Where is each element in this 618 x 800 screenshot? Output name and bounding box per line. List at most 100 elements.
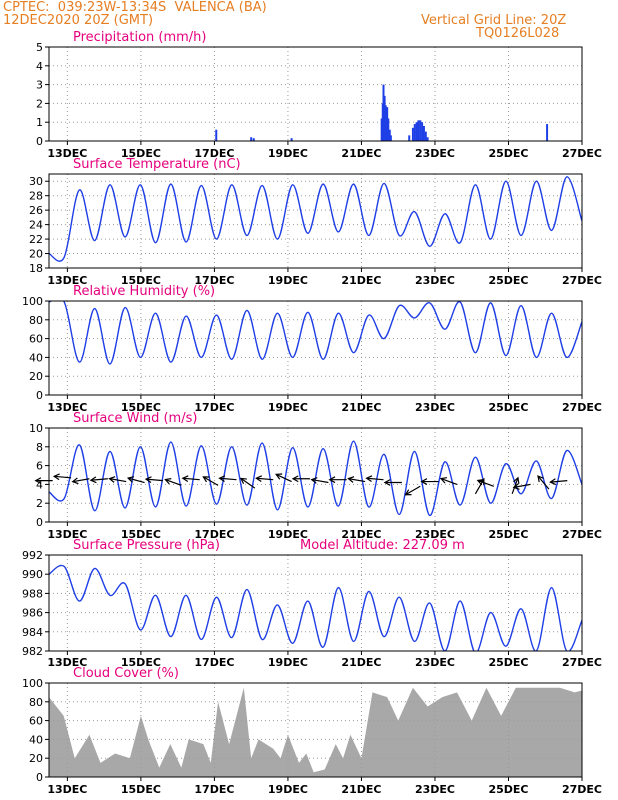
- x-tick-label: 27DEC: [562, 147, 602, 160]
- y-tick-label: 990: [22, 568, 43, 581]
- datetime-header: 12DEC2020 20Z (GMT): [3, 13, 154, 28]
- wind-arrow-shaft: [256, 477, 274, 481]
- wind-arrow-shaft: [311, 478, 329, 484]
- wind-arrow-shaft: [240, 477, 256, 489]
- y-tick-label: 986: [22, 607, 43, 620]
- y-tick-label: 0: [36, 389, 43, 402]
- precip-bar: [250, 137, 253, 141]
- y-tick-label: 30: [29, 175, 43, 188]
- x-tick-label: 19DEC: [268, 274, 308, 287]
- precip-bar: [424, 131, 427, 141]
- x-tick-label: 15DEC: [121, 656, 161, 669]
- precip-bar: [413, 124, 416, 141]
- wind-arrow-shaft: [513, 483, 531, 488]
- wind-arrow-head: [537, 475, 544, 483]
- x-tick-label: 13DEC: [47, 656, 87, 669]
- y-tick-label: 24: [29, 219, 43, 232]
- precip-bar: [380, 118, 383, 141]
- x-tick-label: 19DEC: [268, 528, 308, 541]
- x-tick-label: 15DEC: [121, 401, 161, 414]
- x-tick-label: 19DEC: [268, 147, 308, 160]
- series-line: [49, 176, 582, 262]
- wind-arrow-head: [328, 476, 336, 484]
- wind-arrow-head: [164, 478, 172, 485]
- y-tick-label: 40: [29, 733, 43, 746]
- x-tick-label: 21DEC: [341, 147, 381, 160]
- wind-arrow-shaft: [477, 479, 494, 487]
- y-tick-label: 80: [29, 314, 43, 327]
- panel-frame: [48, 300, 583, 396]
- panel-frame: [48, 173, 583, 269]
- wind-arrow-head: [549, 478, 557, 486]
- panel-title: Relative Humidity (%): [73, 284, 215, 299]
- wind-arrow-head: [383, 479, 391, 486]
- precip-bar: [383, 95, 386, 141]
- precip-bar: [411, 127, 414, 141]
- precip-bar: [408, 135, 411, 141]
- panel-frame: [48, 46, 583, 142]
- precip-bar: [252, 138, 255, 141]
- series-line: [49, 301, 582, 365]
- precip-bar: [417, 120, 420, 141]
- x-tick-label: 25DEC: [488, 147, 528, 160]
- series-line: [49, 440, 582, 517]
- y-tick-label: 10: [29, 422, 43, 435]
- panel-title: Surface Pressure (hPa): [73, 538, 220, 553]
- y-tick-label: 984: [22, 626, 43, 639]
- wind-arrow-head: [275, 473, 283, 480]
- wind-arrow-head: [365, 475, 373, 483]
- y-tick-label: 2: [36, 497, 43, 510]
- wind-arrow-shaft: [90, 478, 108, 481]
- wind-arrow-head: [144, 476, 152, 483]
- x-tick-label: 23DEC: [415, 656, 455, 669]
- wind-arrow-head: [52, 473, 60, 481]
- x-tick-label: 21DEC: [341, 401, 381, 414]
- precip-bar: [384, 105, 387, 141]
- x-tick-label: 23DEC: [415, 401, 455, 414]
- panel-title: Cloud Cover (%): [73, 666, 179, 681]
- y-tick-label: 982: [22, 645, 43, 658]
- y-tick-label: 18: [29, 262, 43, 275]
- panel-title: Precipitation (mm/h): [73, 30, 206, 45]
- panel-frame: [48, 682, 583, 778]
- y-tick-label: 1: [36, 116, 43, 129]
- wind-arrow-head: [420, 478, 428, 485]
- panel-title: Surface Wind (m/s): [73, 411, 197, 426]
- wind-arrow-head: [202, 476, 210, 483]
- precip-bar: [546, 124, 549, 141]
- x-tick-label: 25DEC: [488, 656, 528, 669]
- x-tick-label: 19DEC: [268, 656, 308, 669]
- precip-bar: [215, 129, 218, 141]
- precip-bar: [382, 84, 385, 141]
- x-tick-label: 27DEC: [562, 401, 602, 414]
- x-tick-label: 25DEC: [488, 783, 528, 796]
- precip-bar: [389, 135, 392, 141]
- x-tick-label: 15DEC: [121, 147, 161, 160]
- wind-arrow-head: [476, 478, 484, 486]
- y-tick-label: 0: [36, 516, 43, 529]
- panel-frame: [48, 554, 583, 652]
- x-tick-label: 25DEC: [488, 528, 528, 541]
- y-tick-label: 4: [36, 478, 43, 491]
- series-line: [49, 564, 582, 651]
- x-tick-label: 27DEC: [562, 783, 602, 796]
- x-tick-label: 19DEC: [268, 401, 308, 414]
- y-tick-label: 20: [29, 248, 43, 261]
- y-tick-label: 80: [29, 696, 43, 709]
- y-tick-label: 100: [22, 677, 43, 690]
- x-tick-label: 17DEC: [194, 528, 234, 541]
- y-tick-label: 8: [36, 441, 43, 454]
- y-tick-label: 992: [22, 549, 43, 562]
- x-tick-label: 13DEC: [47, 528, 87, 541]
- wind-arrow-head: [108, 476, 116, 483]
- wind-arrow-head: [181, 475, 189, 483]
- wind-arrow-shaft: [366, 477, 384, 481]
- wind-arrow-head: [310, 477, 318, 484]
- wind-arrow-head: [126, 476, 135, 483]
- precip-bar: [426, 137, 429, 141]
- y-tick-label: 2: [36, 97, 43, 110]
- y-tick-label: 40: [29, 351, 43, 364]
- precip-bar: [388, 129, 391, 141]
- x-tick-label: 17DEC: [194, 274, 234, 287]
- wind-arrow-head: [404, 489, 412, 496]
